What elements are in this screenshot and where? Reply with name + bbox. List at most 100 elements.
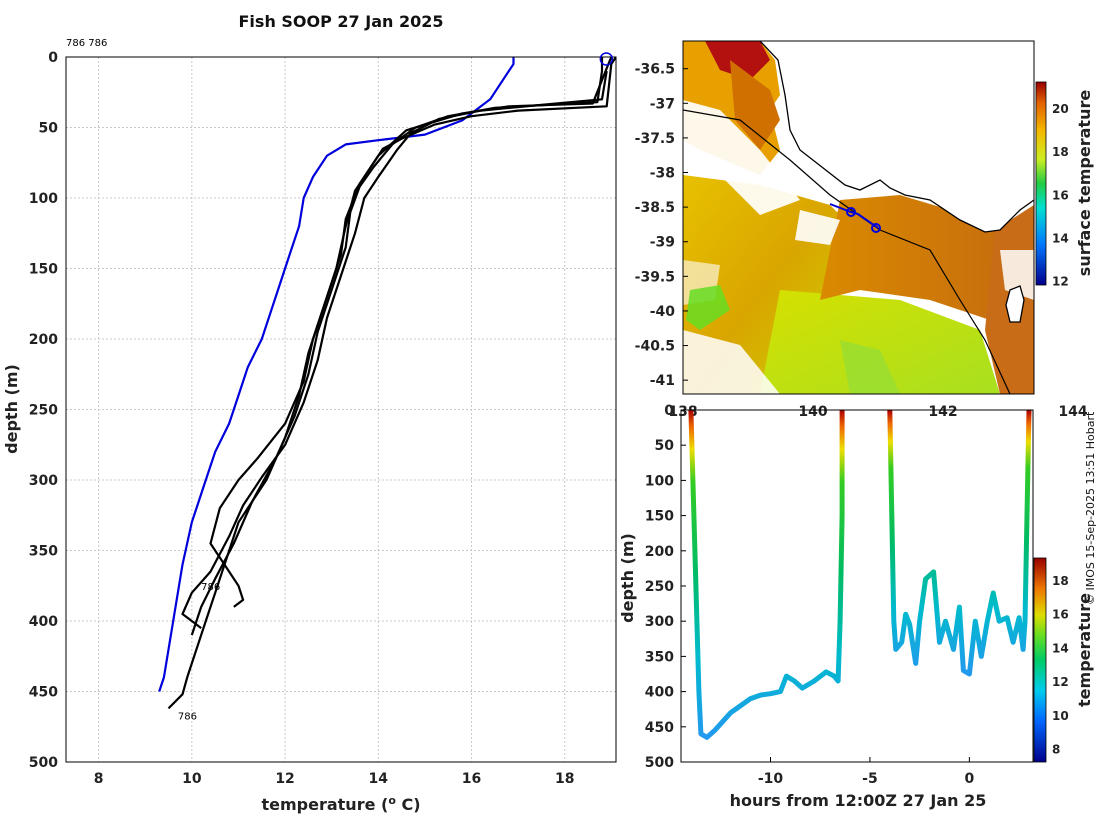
map-cloud-gap-3 <box>683 330 780 394</box>
profile-xtick-label-2: 12 <box>275 771 294 787</box>
section-series-0 <box>688 410 845 740</box>
profile-gridlines <box>66 56 616 763</box>
profile-xtick-label-3: 14 <box>369 771 389 787</box>
map-ytick-label-6: -39.5 <box>635 269 675 285</box>
profile-ytick-label-1: 50 <box>39 121 59 137</box>
map-ytick-label-7: -40 <box>650 304 676 320</box>
section-ytick-label-10: 500 <box>645 755 674 771</box>
map-colorbar-tick-1: 14 <box>1052 231 1069 245</box>
section-ytick-label-3: 150 <box>645 509 674 525</box>
profile-lines <box>158 57 616 710</box>
profile-series-2 <box>190 57 604 636</box>
profile-y-label: depth (m) <box>2 364 21 454</box>
profile-ytick-label-9: 450 <box>29 685 58 701</box>
map-cloud-gap-4 <box>1000 250 1034 300</box>
section-colorbar-tick-3: 14 <box>1052 641 1069 655</box>
section-x-label: hours from 12:00Z 27 Jan 25 <box>730 791 987 810</box>
map-track-point-2 <box>871 223 881 233</box>
map-field <box>683 41 1034 394</box>
map-ytick-label-4: -38.5 <box>635 200 675 216</box>
profile-ytick-label-10: 500 <box>29 755 58 771</box>
map-land <box>760 41 1034 232</box>
section-colorbar-ticks: 8 10 12 14 16 18 <box>1052 574 1069 757</box>
map-ticks: -36.5 -37 -37.5 -38 -38.5 -39 -39.5 -40 -40.5 -41… <box>635 62 1088 420</box>
section-y-label: depth (m) <box>618 533 637 623</box>
map-xtick-label-3: 144 <box>1058 404 1087 420</box>
profile-xtick-label-1: 10 <box>182 771 202 787</box>
section-xtick-label-1: -5 <box>862 771 878 787</box>
map-cloud-gap-1 <box>683 100 800 215</box>
section-colorbar-tick-1: 10 <box>1052 709 1069 723</box>
profile-axes-box <box>65 56 617 763</box>
section-ytick-label-2: 100 <box>645 473 674 489</box>
profile-ytick-label-8: 400 <box>29 614 58 630</box>
profile-annotations: 786 786 <box>178 52 614 722</box>
profile-ids-label: 786 786 <box>66 38 107 49</box>
map-ytick-label-0: -36.5 <box>635 62 675 78</box>
profile-ytick-label-4: 200 <box>29 332 58 348</box>
map-colorbar-tick-3: 18 <box>1052 145 1069 159</box>
profile-series-4 <box>181 70 608 629</box>
map-cool-patch-1 <box>686 285 730 330</box>
map-colorbar <box>1035 81 1047 286</box>
profile-ytick-label-5: 250 <box>29 403 58 419</box>
section-xtick-label-0: -10 <box>758 771 784 787</box>
sst-map: -36.5 -37 -37.5 -38 -38.5 -39 -39.5 -40 -40.5 -41… <box>635 40 1094 420</box>
map-xtick-label-2: 142 <box>928 404 957 420</box>
section-ytick-label-0: 0 <box>664 403 674 419</box>
map-track-point-1 <box>846 207 856 217</box>
profile-series-3 <box>209 57 613 608</box>
map-cloud-gap-2 <box>795 210 840 245</box>
map-axes-box <box>682 40 1035 395</box>
copyright-footer: © IMOS 15-Sep-2025 13:51 Hobart <box>1084 411 1097 605</box>
chart-title: Fish SOOP 27 Jan 2025 <box>239 12 444 31</box>
section-ytick-label-7: 350 <box>645 649 674 665</box>
profile-xtick-label-5: 18 <box>555 771 574 787</box>
section-ytick-label-1: 50 <box>655 438 675 454</box>
profile-ytick-label-3: 150 <box>29 262 58 278</box>
section-ytick-label-9: 450 <box>645 720 674 736</box>
map-ytick-label-8: -40.5 <box>635 339 675 355</box>
profile-x-label-superscript: o <box>388 794 396 807</box>
profile-ticks: 8 10 12 14 16 18 0 50 100 150 200 250 300 350 400 450 50… <box>29 50 575 787</box>
map-colorbar-ticks: 12 14 16 18 20 <box>1052 102 1069 289</box>
map-island <box>1005 285 1025 323</box>
map-ytick-label-2: -37.5 <box>635 131 675 147</box>
profile-x-label: temperature (o C) <box>261 794 420 814</box>
profile-x-label-unit: C) <box>396 795 421 814</box>
map-region-south <box>760 290 1000 394</box>
map-ytick-label-3: -38 <box>650 166 675 182</box>
section-colorbar-tick-5: 18 <box>1052 574 1069 588</box>
map-xtick-label-1: 140 <box>798 404 827 420</box>
section-ticks: 0 50 100 150 200 250 300 350 400 450 500 -10 -5 0 <box>645 403 975 787</box>
profile-ytick-label-6: 300 <box>29 473 58 489</box>
map-ytick-label-9: -41 <box>650 373 675 389</box>
section-colorbar-tick-0: 8 <box>1052 743 1060 757</box>
section-colorbar-label: temperature <box>1075 593 1094 707</box>
profile-annotation-0: 786 <box>201 582 220 593</box>
map-region-coast-band <box>730 60 780 150</box>
map-colorbar-tick-2: 16 <box>1052 188 1069 202</box>
section-ytick-label-5: 250 <box>645 579 674 595</box>
map-ytick-label-1: -37 <box>650 96 675 112</box>
section-ytick-label-4: 200 <box>645 544 674 560</box>
section-xtick-label-2: 0 <box>964 771 974 787</box>
map-colorbar-tick-4: 20 <box>1052 102 1069 116</box>
profile-xtick-label-0: 8 <box>94 771 104 787</box>
profile-ytick-label-2: 100 <box>29 191 58 207</box>
profile-series-1 <box>167 57 616 710</box>
map-region-northwest-warm <box>705 41 770 80</box>
profile-xtick-label-4: 16 <box>462 771 481 787</box>
profile-marker-0 <box>599 52 614 66</box>
section-ytick-label-8: 400 <box>645 685 674 701</box>
map-coastline <box>759 41 1034 233</box>
profile-plot: 8 10 12 14 16 18 0 50 100 150 200 250 300 350 400 450 50… <box>2 50 617 814</box>
section-colorbar-tick-4: 16 <box>1052 608 1069 622</box>
profile-ytick-label-0: 0 <box>48 50 58 66</box>
profile-annotation-1: 786 <box>178 711 197 722</box>
section-colorbar <box>1033 557 1047 763</box>
section-series-1 <box>887 410 1032 677</box>
map-colorbar-label: surface temperature <box>1075 90 1094 277</box>
section-plot: 0 50 100 150 200 250 300 350 400 450 500 -10 -5 0 hou… <box>618 403 1094 810</box>
